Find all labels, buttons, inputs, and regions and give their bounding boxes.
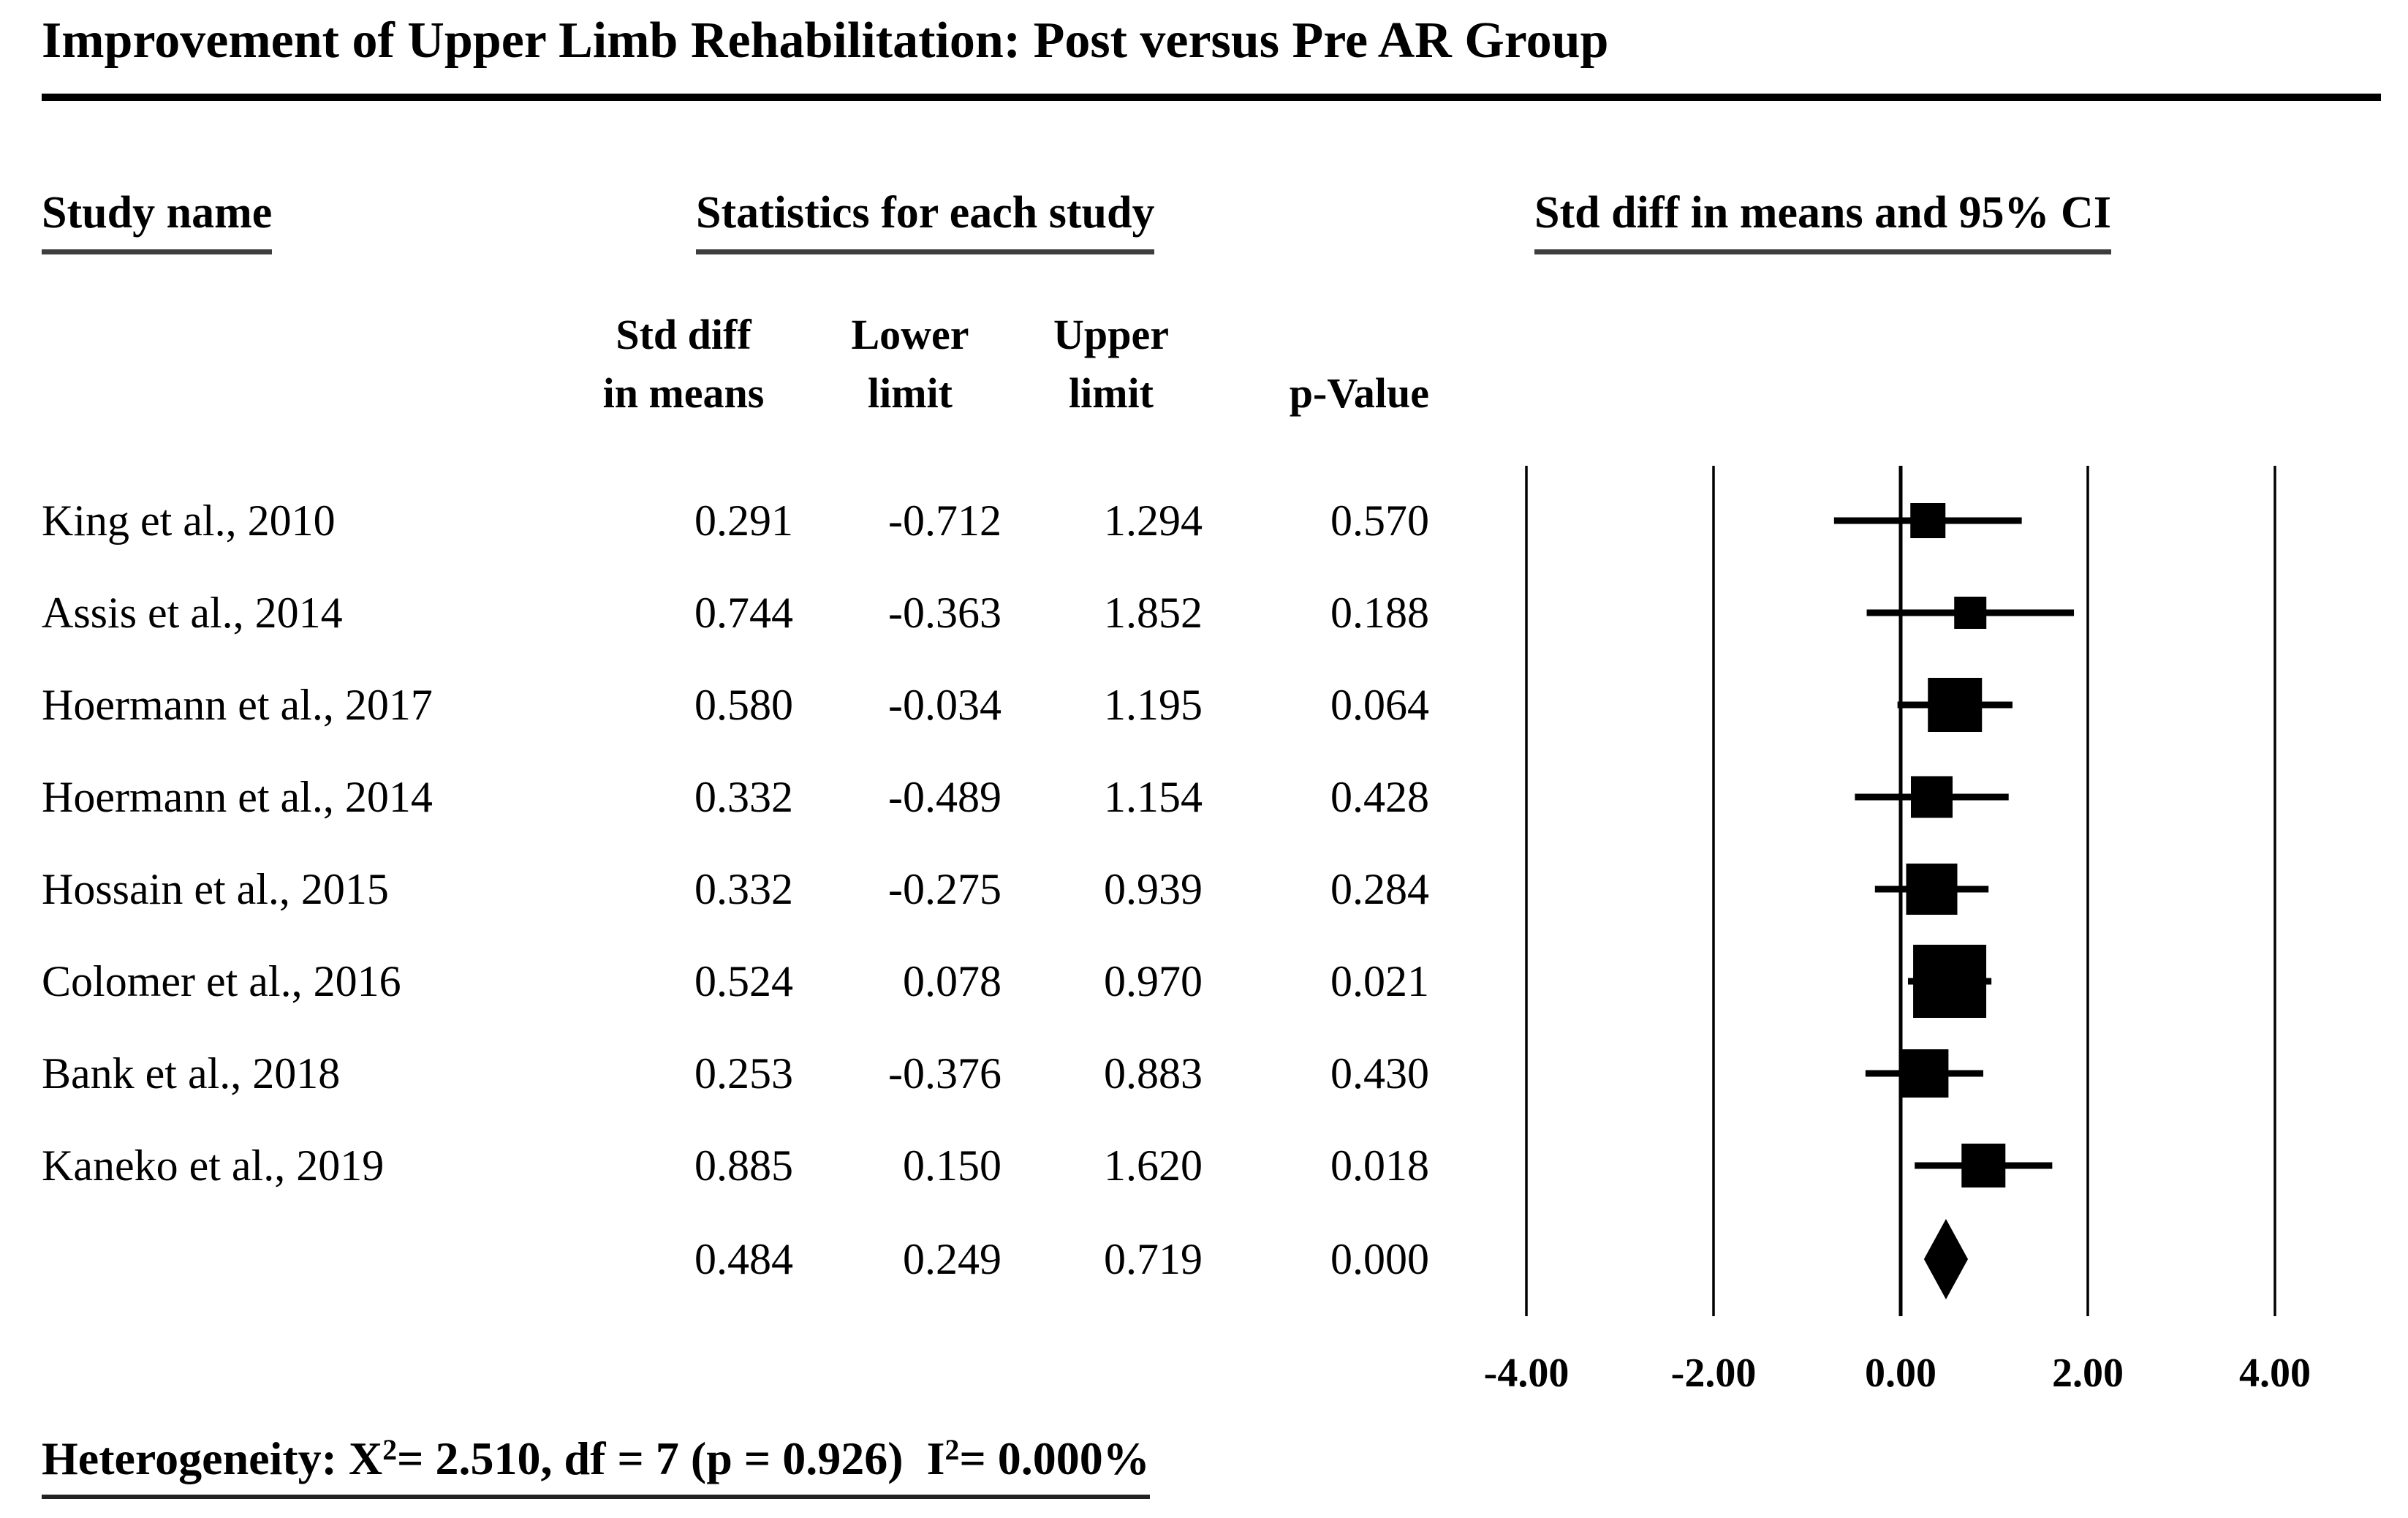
table-row: Kaneko et al., 2019 0.885 0.150 1.620 0.018 xyxy=(0,1138,1462,1193)
effect-size-marker xyxy=(1954,597,1987,629)
subheader-std-diff-in-means: Std diff in means xyxy=(570,306,797,423)
std-diff-cell: 0.253 xyxy=(694,1049,793,1098)
subheader-upper-line1: Upper xyxy=(1053,311,1169,358)
upper-limit-cell: 1.154 xyxy=(1104,773,1203,821)
table-row: Hoermann et al., 2017 0.580 -0.034 1.195 0.0… xyxy=(0,677,1462,733)
lower-limit-cell: -0.712 xyxy=(888,496,1002,545)
forest-plot-canvas xyxy=(1525,466,2276,1316)
subheader-lower-line2: limit xyxy=(868,369,953,417)
lower-limit-cell: 0.150 xyxy=(903,1141,1002,1190)
effect-size-marker xyxy=(1910,776,1953,818)
p-value-cell: 0.430 xyxy=(1330,1049,1429,1098)
table-row: Bank et al., 2018 0.253 -0.376 0.883 0.430 xyxy=(0,1046,1462,1101)
lower-limit-cell: -0.275 xyxy=(888,865,1002,913)
upper-limit-cell: 0.883 xyxy=(1104,1049,1203,1098)
x-axis-tick-label: 4.00 xyxy=(2239,1351,2311,1396)
x-axis-tick-label: 2.00 xyxy=(2052,1351,2124,1396)
p-value-cell: 0.284 xyxy=(1330,865,1429,913)
figure-title: Improvement of Upper Limb Rehabilitation… xyxy=(42,12,1609,69)
upper-limit-cell: 1.195 xyxy=(1104,681,1203,729)
lower-limit-cell: -0.376 xyxy=(888,1049,1002,1098)
p-value-cell: 0.018 xyxy=(1330,1141,1429,1190)
effect-size-marker xyxy=(1928,678,1983,732)
study-name-cell: Kaneko et al., 2019 xyxy=(42,1141,385,1190)
subheader-p-value: p-Value xyxy=(1289,369,1429,417)
upper-limit-cell: 1.294 xyxy=(1104,496,1203,545)
heterogeneity-note: Heterogeneity: X2= 2.510, df = 7 (p = 0.… xyxy=(42,1432,1150,1499)
summary-p-value-cell: 0.000 xyxy=(1330,1235,1429,1283)
summary-lower-limit-cell: 0.249 xyxy=(903,1235,1002,1283)
summary-row: 0.484 0.249 0.719 0.000 xyxy=(0,1231,1462,1287)
study-name-cell: King et al., 2010 xyxy=(42,496,336,545)
x-axis-tick-label: -4.00 xyxy=(1483,1351,1570,1396)
lower-limit-cell: -0.034 xyxy=(888,681,1002,729)
table-row: King et al., 2010 0.291 -0.712 1.294 0.570 xyxy=(0,493,1462,548)
summary-upper-limit-cell: 0.719 xyxy=(1104,1235,1203,1283)
std-diff-cell: 0.332 xyxy=(694,773,793,821)
subheader-upper-line2: limit xyxy=(1069,369,1154,417)
summary-std-diff-cell: 0.484 xyxy=(694,1235,793,1283)
lower-limit-cell: 0.078 xyxy=(903,957,1002,1005)
table-row: Hossain et al., 2015 0.332 -0.275 0.939 0.28… xyxy=(0,861,1462,917)
std-diff-cell: 0.332 xyxy=(694,865,793,913)
p-value-cell: 0.570 xyxy=(1330,496,1429,545)
upper-limit-cell: 0.939 xyxy=(1104,865,1203,913)
effect-size-marker xyxy=(1906,864,1958,915)
p-value-cell: 0.021 xyxy=(1330,957,1429,1005)
column-header-study-name: Study name xyxy=(42,187,273,254)
x-axis-tick-label: 0.00 xyxy=(1865,1351,1936,1396)
subheader-lower-line1: Lower xyxy=(851,311,969,358)
column-header-std-diff-ci: Std diff in means and 95% CI xyxy=(1534,187,2111,254)
subheader-upper-limit: Upper limit xyxy=(1020,306,1203,423)
p-value-cell: 0.064 xyxy=(1330,681,1429,729)
x-axis-tick-label: -2.00 xyxy=(1670,1351,1757,1396)
std-diff-cell: 0.580 xyxy=(694,681,793,729)
heterogeneity-text-end: = 0.000% xyxy=(959,1432,1150,1484)
study-name-cell: Hossain et al., 2015 xyxy=(42,865,389,913)
column-header-statistics: Statistics for each study xyxy=(696,187,1155,254)
lower-limit-cell: -0.489 xyxy=(888,773,1002,821)
i-square-superscript: 2 xyxy=(944,1434,960,1467)
upper-limit-cell: 0.970 xyxy=(1104,957,1203,1005)
study-name-cell: Hoermann et al., 2014 xyxy=(42,773,433,821)
chi-square-superscript: 2 xyxy=(382,1434,398,1467)
p-value-cell: 0.428 xyxy=(1330,773,1429,821)
upper-limit-cell: 1.620 xyxy=(1104,1141,1203,1190)
p-value-cell: 0.188 xyxy=(1330,589,1429,637)
effect-size-marker xyxy=(1900,1049,1949,1098)
effect-size-marker xyxy=(1910,503,1946,538)
std-diff-cell: 0.524 xyxy=(694,957,793,1005)
std-diff-cell: 0.291 xyxy=(694,496,793,545)
study-name-cell: Bank et al., 2018 xyxy=(42,1049,341,1098)
std-diff-cell: 0.885 xyxy=(694,1141,793,1190)
subheader-lower-limit: Lower limit xyxy=(819,306,1002,423)
summary-diamond xyxy=(1923,1219,1969,1299)
study-name-cell: Colomer et al., 2016 xyxy=(42,957,401,1005)
upper-limit-cell: 1.852 xyxy=(1104,589,1203,637)
table-row: Colomer et al., 2016 0.524 0.078 0.970 0.021 xyxy=(0,954,1462,1009)
subheader-std-diff-line2: in means xyxy=(602,369,765,417)
study-name-cell: Assis et al., 2014 xyxy=(42,589,343,637)
title-rule xyxy=(42,94,2381,101)
subheader-std-diff-line1: Std diff xyxy=(616,311,751,358)
heterogeneity-text-mid: = 2.510, df = 7 (p = 0.926) I xyxy=(397,1432,945,1484)
std-diff-cell: 0.744 xyxy=(694,589,793,637)
effect-size-marker xyxy=(1913,945,1987,1018)
table-row: Hoermann et al., 2014 0.332 -0.489 1.154 0.4… xyxy=(0,769,1462,825)
study-name-cell: Hoermann et al., 2017 xyxy=(42,681,433,729)
heterogeneity-text: Heterogeneity: X xyxy=(42,1432,383,1484)
effect-size-marker xyxy=(1961,1144,2006,1187)
lower-limit-cell: -0.363 xyxy=(888,589,1002,637)
table-row: Assis et al., 2014 0.744 -0.363 1.852 0.188 xyxy=(0,585,1462,641)
